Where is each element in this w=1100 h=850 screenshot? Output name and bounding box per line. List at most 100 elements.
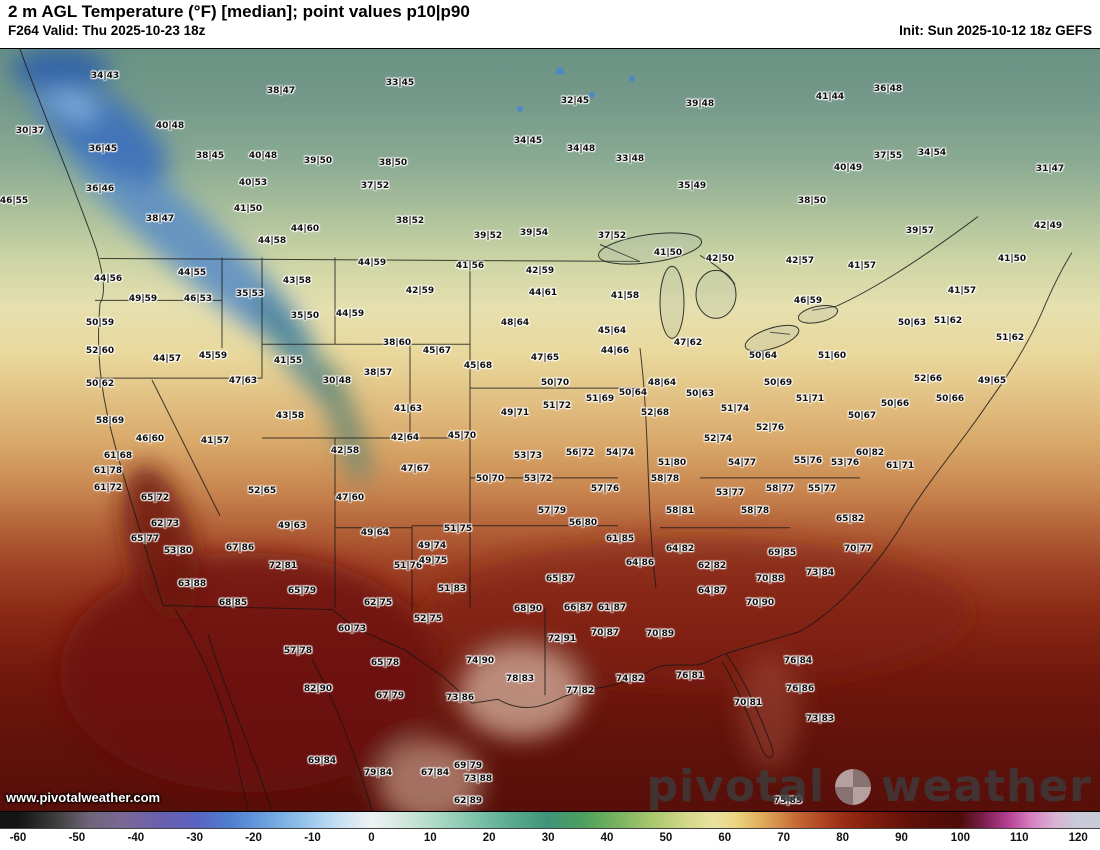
colorbar-tick-label: 80 xyxy=(836,832,849,844)
point-value: 73|83 xyxy=(805,714,835,724)
point-value: 41|50 xyxy=(997,254,1027,264)
point-value: 51|83 xyxy=(437,584,467,594)
point-value: 38|50 xyxy=(378,158,408,168)
point-value: 74|90 xyxy=(465,656,495,666)
point-value: 50|59 xyxy=(85,318,115,328)
point-value: 35|50 xyxy=(290,311,320,321)
point-value: 65|82 xyxy=(835,514,865,524)
pivotal-weather-watermark: pivotal weather xyxy=(647,765,1092,809)
point-value: 42|50 xyxy=(705,254,735,264)
point-value: 61|87 xyxy=(597,603,627,613)
point-value: 61|71 xyxy=(885,461,915,471)
point-value: 70|88 xyxy=(755,574,785,584)
point-value: 47|60 xyxy=(335,493,365,503)
point-value: 41|57 xyxy=(847,261,877,271)
colorbar-tick-label: 20 xyxy=(482,832,496,844)
colorbar-tick-label: 30 xyxy=(541,832,555,844)
point-value: 41|57 xyxy=(200,436,230,446)
colorbar-tick-label: -40 xyxy=(127,832,145,844)
colorbar-tick-label: 70 xyxy=(777,832,791,844)
point-value: 36|46 xyxy=(85,184,115,194)
point-value: 76|86 xyxy=(785,684,815,694)
point-value: 53|77 xyxy=(715,488,745,498)
point-value: 51|62 xyxy=(933,316,963,326)
page-title: 2 m AGL Temperature (°F) [median]; point… xyxy=(8,2,470,21)
point-value: 60|82 xyxy=(855,448,885,458)
point-value: 44|58 xyxy=(257,236,287,246)
point-value: 73|86 xyxy=(445,693,475,703)
point-value: 44|57 xyxy=(152,354,182,364)
point-value: 51|76 xyxy=(393,561,423,571)
point-value: 51|72 xyxy=(542,401,572,411)
colorbar-gradient xyxy=(0,812,1100,829)
point-value: 37|52 xyxy=(360,181,390,191)
point-value: 68|85 xyxy=(218,598,248,608)
point-value: 74|82 xyxy=(615,674,645,684)
colorbar-tick-label: -20 xyxy=(245,832,262,844)
point-value: 76|81 xyxy=(675,671,705,681)
point-value: 46|60 xyxy=(135,434,165,444)
point-value: 54|74 xyxy=(605,448,635,458)
colorbar-tick-label: 110 xyxy=(1010,832,1029,844)
point-value: 41|50 xyxy=(233,204,263,214)
point-value: 65|77 xyxy=(130,534,160,544)
point-value: 33|45 xyxy=(385,78,415,88)
point-value: 65|72 xyxy=(140,493,170,503)
point-value: 48|64 xyxy=(500,318,530,328)
point-value: 69|84 xyxy=(307,756,337,766)
point-value: 40|48 xyxy=(248,151,278,161)
point-value: 51|75 xyxy=(443,524,473,534)
point-value: 47|67 xyxy=(400,464,430,474)
colorbar-tick-label: 0 xyxy=(368,832,375,844)
point-value: 44|60 xyxy=(290,224,320,234)
colorbar-tick-label: 60 xyxy=(718,832,732,844)
point-value: 76|84 xyxy=(783,656,813,666)
point-value: 53|76 xyxy=(830,458,860,468)
point-value: 49|63 xyxy=(277,521,307,531)
point-value: 48|64 xyxy=(647,378,677,388)
point-value: 63|88 xyxy=(177,579,207,589)
point-value: 49|74 xyxy=(417,541,447,551)
point-value: 36|48 xyxy=(873,84,903,94)
coastline-and-borders xyxy=(19,49,1073,811)
point-value: 50|70 xyxy=(540,378,570,388)
point-value: 65|87 xyxy=(545,574,575,584)
great-lakes xyxy=(597,232,839,352)
valid-time-label: F264 Valid: Thu 2025-10-23 18z xyxy=(8,23,206,38)
point-value: 60|73 xyxy=(337,624,367,634)
point-value: 52|60 xyxy=(85,346,115,356)
point-value: 45|68 xyxy=(463,361,493,371)
point-value: 49|65 xyxy=(977,376,1007,386)
point-value: 55|77 xyxy=(807,484,837,494)
watermark-word-pivotal: pivotal xyxy=(646,761,825,812)
point-value: 51|69 xyxy=(585,394,615,404)
point-value: 50|69 xyxy=(763,378,793,388)
point-value: 58|78 xyxy=(740,506,770,516)
colorbar-tick-label: 100 xyxy=(950,832,970,844)
point-value: 70|89 xyxy=(645,629,675,639)
point-value: 55|76 xyxy=(793,456,823,466)
point-value: 53|80 xyxy=(163,546,193,556)
point-value: 39|57 xyxy=(905,226,935,236)
point-value: 58|69 xyxy=(95,416,125,426)
point-value: 34|54 xyxy=(917,148,947,158)
header: 2 m AGL Temperature (°F) [median]; point… xyxy=(0,0,1100,48)
point-value: 39|50 xyxy=(303,156,333,166)
point-value: 54|77 xyxy=(727,458,757,468)
colorbar-tick-label: 40 xyxy=(600,832,614,844)
watermark-url: www.pivotalweather.com xyxy=(6,790,161,805)
point-value: 62|89 xyxy=(453,796,483,806)
point-value: 42|58 xyxy=(330,446,360,456)
point-value: 46|59 xyxy=(793,296,823,306)
point-value: 57|78 xyxy=(283,646,313,656)
point-value: 41|63 xyxy=(393,404,423,414)
point-value: 50|63 xyxy=(897,318,927,328)
point-value: 37|55 xyxy=(873,151,903,161)
point-value: 57|79 xyxy=(537,506,567,516)
point-value: 42|49 xyxy=(1033,221,1063,231)
point-value: 69|85 xyxy=(767,548,797,558)
canadian-lakes-specks xyxy=(517,66,635,112)
point-value: 51|80 xyxy=(657,458,687,468)
point-value: 34|45 xyxy=(513,136,543,146)
point-value: 40|53 xyxy=(238,178,268,188)
